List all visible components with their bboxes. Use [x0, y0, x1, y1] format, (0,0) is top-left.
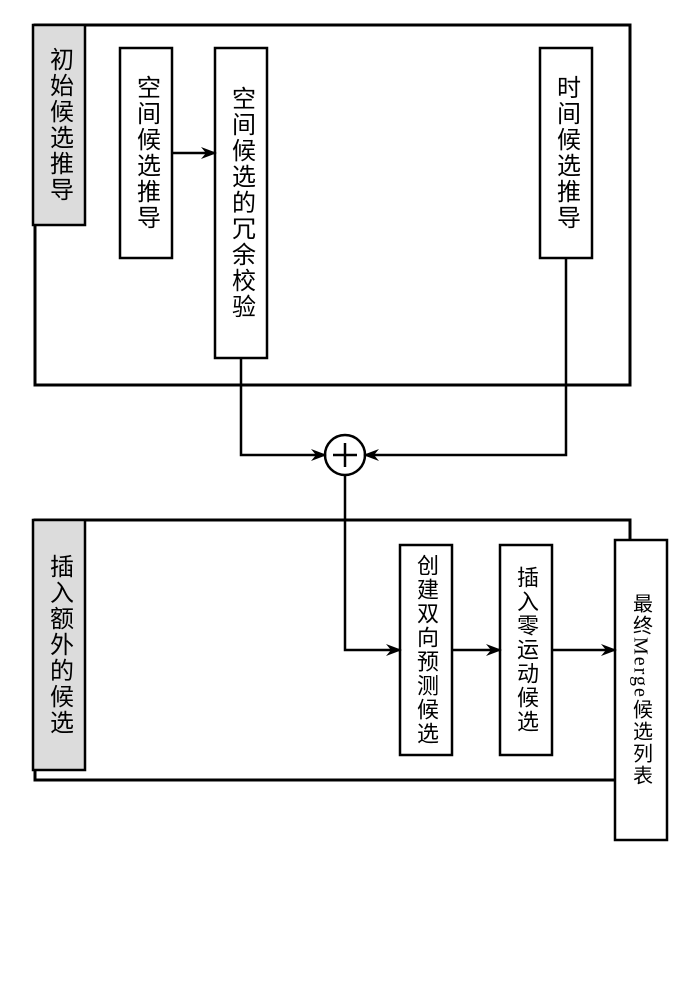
group-extra-title: 插入额外的候选	[33, 520, 85, 770]
create-bipred-label: 创建双向预测候选	[400, 545, 452, 755]
temporal-derive-label: 时间候选推导	[540, 48, 592, 258]
group-initial-title: 初始候选推导	[33, 25, 85, 225]
final-merge-label: 最终Merge候选列表	[615, 540, 667, 840]
insert-zero-label: 插入零运动候选	[500, 545, 552, 755]
spatial-derive-label: 空间候选推导	[120, 48, 172, 258]
spatial-redund-label: 空间候选的冗余校验	[215, 48, 267, 358]
